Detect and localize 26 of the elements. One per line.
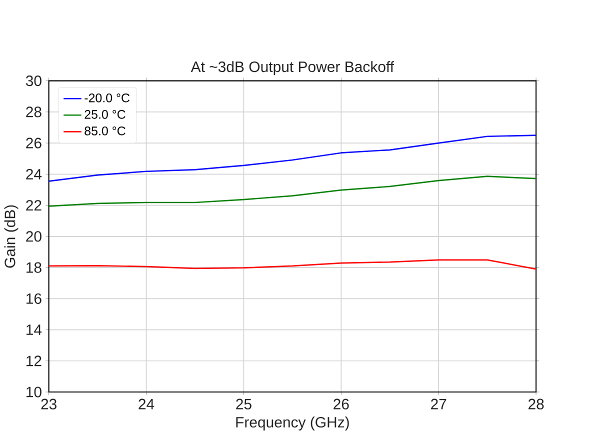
y-tick-label: 22 (26, 200, 42, 211)
x-tick-label: 26 (334, 398, 349, 410)
y-tick-label: 26 (26, 138, 42, 148)
legend-label: 85.0 °C (84, 126, 126, 136)
y-tick-label: 28 (26, 106, 42, 118)
line-series (48, 134, 536, 182)
y-tick-label: 14 (26, 324, 42, 335)
line-series (48, 176, 536, 207)
line-series (48, 259, 536, 270)
legend-label: -20.0 °C (84, 94, 130, 102)
legend-label: 25.0 °C (84, 110, 126, 119)
y-tick-label: 12 (26, 356, 42, 366)
x-tick-label: 27 (431, 398, 446, 410)
y-tick-label: 24 (26, 168, 42, 180)
y-tick-label: 30 (26, 76, 42, 86)
y-tick-label: 20 (26, 231, 42, 242)
y-tick-label: 16 (26, 293, 42, 304)
y-axis-title: Gain (dB) (4, 205, 18, 268)
y-tick-label: 10 (26, 386, 42, 398)
x-tick-label: 28 (528, 398, 544, 410)
x-tick-label: 23 (41, 398, 56, 410)
chart-title: At ~3dB Output Power Backoff (190, 61, 394, 76)
x-axis-title: Frequency (GHz) (236, 416, 349, 431)
y-tick-label: 18 (26, 262, 42, 273)
x-tick-label: 25 (236, 398, 252, 410)
x-tick-label: 24 (138, 398, 154, 410)
